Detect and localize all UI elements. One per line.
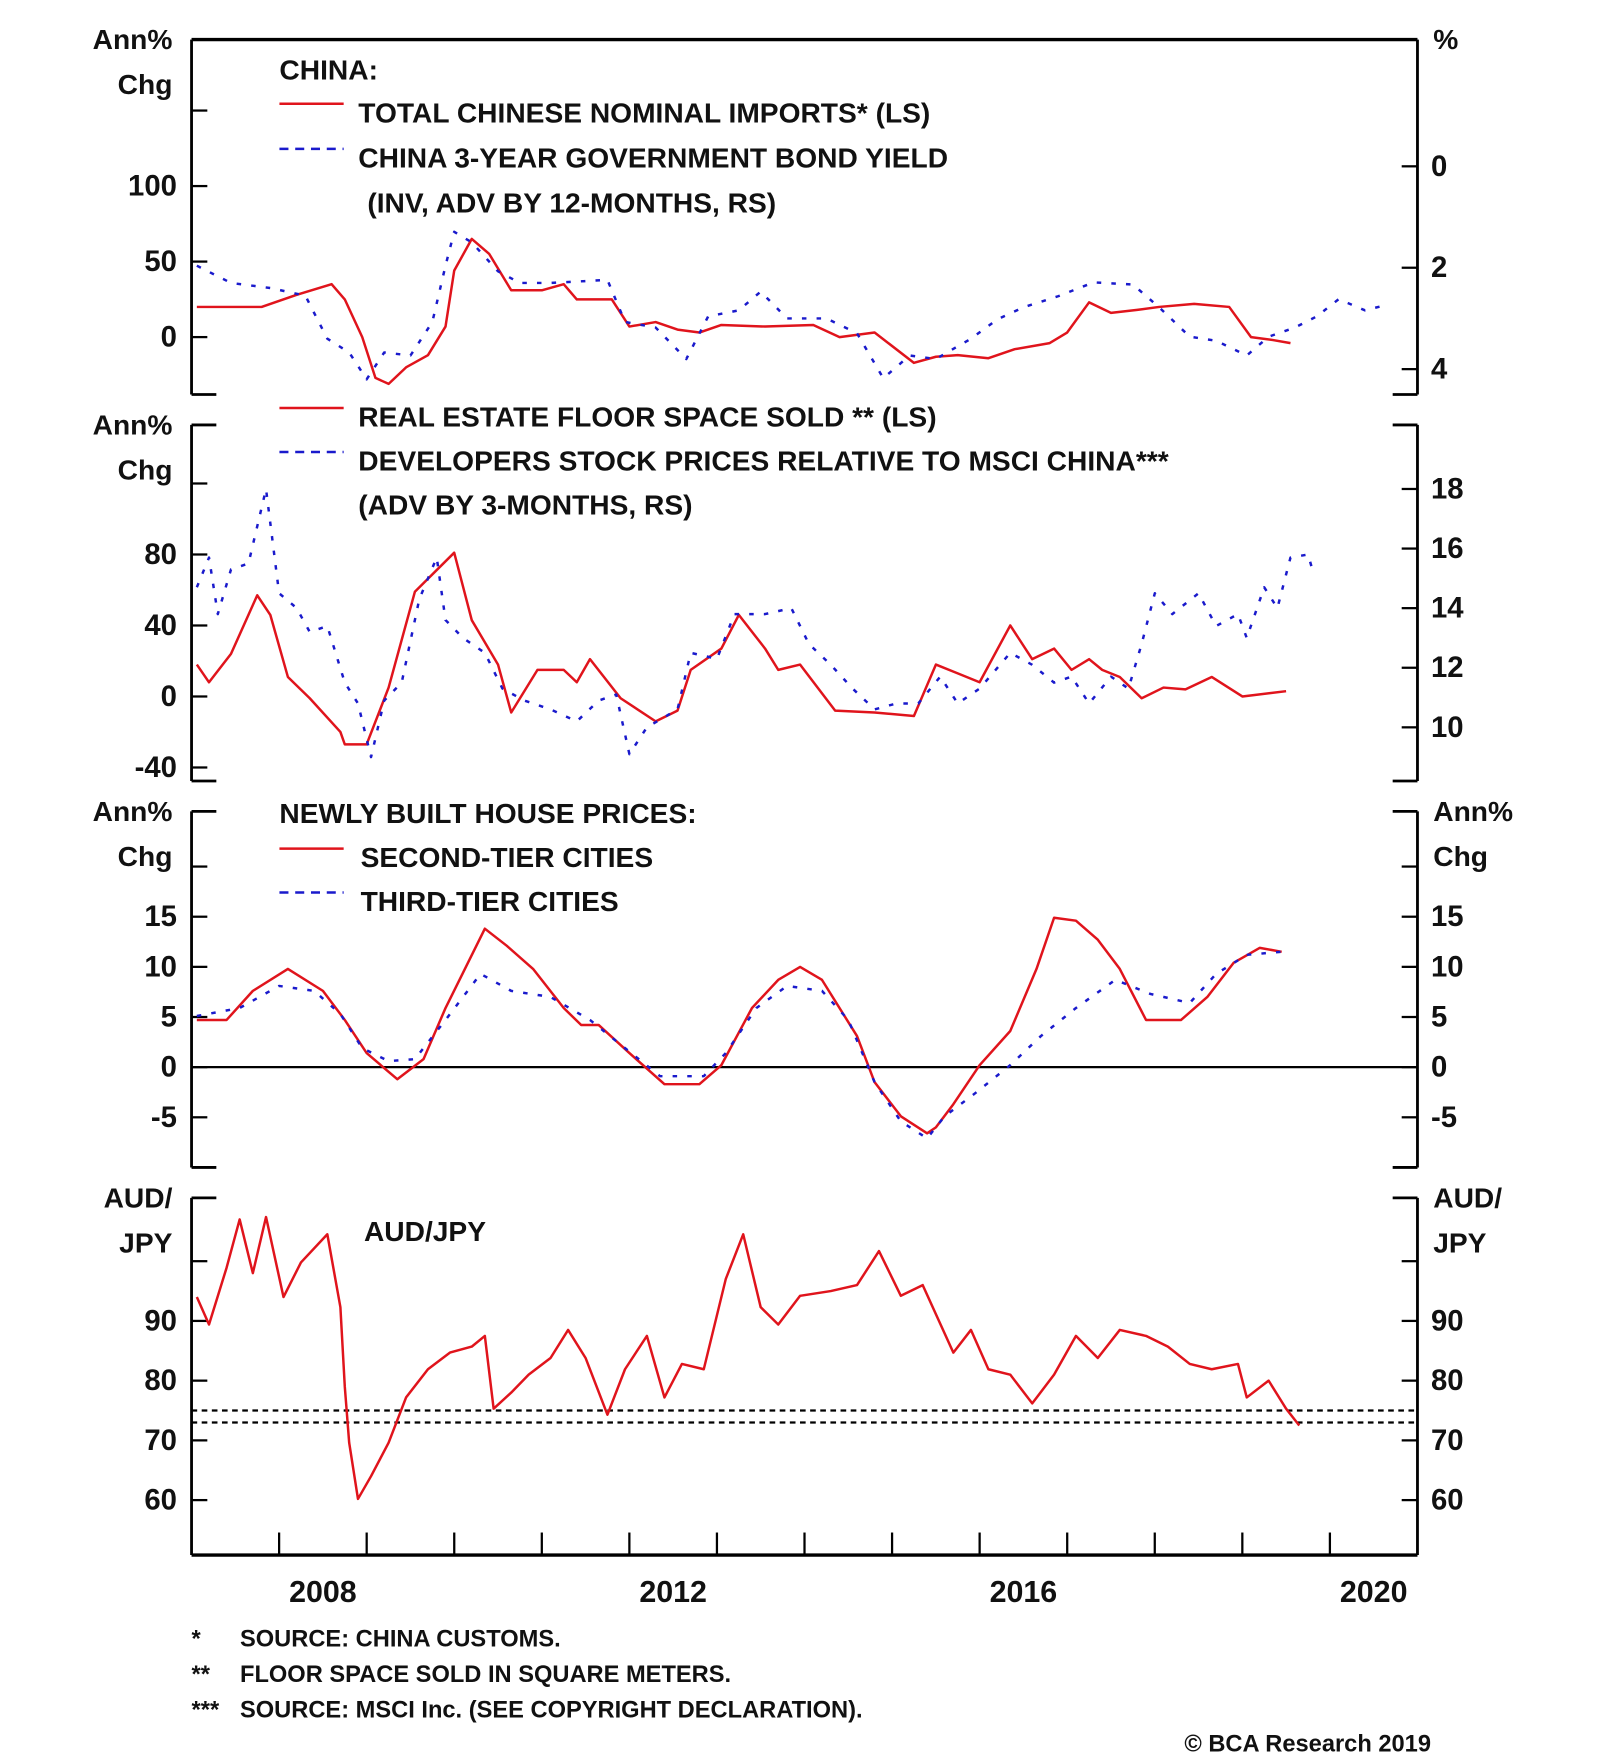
series-line-solid <box>195 551 1287 746</box>
right-axis-title: % <box>1433 24 1458 55</box>
right-tick-label: 2 <box>1431 251 1447 284</box>
footnote-marker: *** <box>192 1698 220 1724</box>
right-tick-label: 0 <box>1431 1051 1447 1084</box>
left-tick-label: 15 <box>144 900 177 933</box>
legend-label: SECOND-TIER CITIES <box>361 842 654 873</box>
left-tick-label: 100 <box>128 170 177 203</box>
left-tick-label: 40 <box>144 609 177 642</box>
left-tick-label: 0 <box>161 321 177 354</box>
legend-title: NEWLY BUILT HOUSE PRICES: <box>279 798 696 829</box>
left-tick-label: 5 <box>161 1001 177 1034</box>
left-tick-label: 70 <box>144 1424 177 1457</box>
footnote-text: SOURCE: MSCI Inc. (SEE COPYRIGHT DECLARA… <box>240 1698 863 1724</box>
x-tick-label: 2020 <box>1340 1575 1408 1609</box>
left-axis-title: Chg <box>118 841 173 872</box>
left-tick-label: -5 <box>151 1101 177 1134</box>
legend-label: DEVELOPERS STOCK PRICES RELATIVE TO MSCI… <box>358 445 1168 476</box>
right-tick-label: 10 <box>1431 711 1464 744</box>
left-axis-title: Ann% <box>93 796 173 827</box>
left-axis-title: Ann% <box>93 409 173 440</box>
left-axis-title: Chg <box>118 69 173 100</box>
footnote-marker: * <box>192 1627 202 1653</box>
right-axis-title: AUD/ <box>1433 1182 1502 1213</box>
right-tick-label: 18 <box>1431 472 1464 505</box>
left-axis-title: JPY <box>119 1227 172 1258</box>
panel-1 <box>190 37 1419 396</box>
left-tick-label: 80 <box>144 1364 177 1397</box>
left-axis-title: AUD/ <box>104 1182 173 1213</box>
footnote-text: SOURCE: CHINA CUSTOMS. <box>240 1627 561 1653</box>
series-line-solid <box>196 237 1291 386</box>
left-tick-label: 10 <box>144 950 177 983</box>
left-axis-title: Chg <box>118 454 173 485</box>
right-axis-title: JPY <box>1433 1227 1486 1258</box>
footnote-text: FLOOR SPACE SOLD IN SQUARE METERS. <box>240 1662 731 1688</box>
legend-label: (INV, ADV BY 12-MONTHS, RS) <box>367 187 776 218</box>
right-tick-label: 60 <box>1431 1484 1464 1517</box>
legend-title: CHINA: <box>279 54 378 85</box>
right-tick-label: 15 <box>1431 900 1464 933</box>
panel-4 <box>190 1196 1419 1557</box>
legend-label: REAL ESTATE FLOOR SPACE SOLD ** (LS) <box>358 402 936 433</box>
left-tick-label: 50 <box>144 245 177 278</box>
legend-label: (ADV BY 3-MONTHS, RS) <box>358 489 692 520</box>
left-tick-label: 90 <box>144 1304 177 1337</box>
right-tick-label: 80 <box>1431 1364 1464 1397</box>
left-tick-label: 80 <box>144 538 177 571</box>
panel-3 <box>190 809 1419 1169</box>
right-axis-title: Chg <box>1433 841 1488 872</box>
footnote-marker: ** <box>192 1662 211 1688</box>
right-tick-label: -5 <box>1431 1101 1457 1134</box>
series-line-solid <box>196 916 1282 1135</box>
right-tick-label: 12 <box>1431 651 1464 684</box>
right-tick-label: 10 <box>1431 950 1464 983</box>
left-tick-label: 0 <box>161 1051 177 1084</box>
x-tick-label: 2008 <box>289 1575 357 1609</box>
left-tick-label: 60 <box>144 1484 177 1517</box>
left-tick-label: -40 <box>135 751 177 784</box>
right-tick-label: 70 <box>1431 1424 1464 1457</box>
panel-2 <box>190 406 1419 783</box>
right-tick-label: 4 <box>1431 353 1448 386</box>
x-tick-label: 2012 <box>639 1575 707 1609</box>
legend-title: AUD/JPY <box>364 1216 486 1247</box>
left-axis-title: Ann% <box>93 24 173 55</box>
right-tick-label: 14 <box>1431 592 1464 625</box>
right-tick-label: 90 <box>1431 1304 1464 1337</box>
x-tick-label: 2016 <box>990 1575 1058 1609</box>
legend-label: TOTAL CHINESE NOMINAL IMPORTS* (LS) <box>358 97 930 128</box>
series-line-dashed <box>196 950 1282 1140</box>
right-tick-label: 0 <box>1431 150 1447 183</box>
right-tick-label: 5 <box>1431 1001 1447 1034</box>
legend-label: THIRD-TIER CITIES <box>361 886 619 917</box>
legend-label: CHINA 3-YEAR GOVERNMENT BOND YIELD <box>358 142 948 173</box>
right-tick-label: 16 <box>1431 532 1464 565</box>
left-tick-label: 0 <box>161 680 177 713</box>
right-axis-title: Ann% <box>1433 796 1513 827</box>
series-line-solid <box>195 1215 1301 1501</box>
copyright: © BCA Research 2019 <box>1184 1731 1431 1757</box>
series-line-dashed <box>195 487 1314 759</box>
